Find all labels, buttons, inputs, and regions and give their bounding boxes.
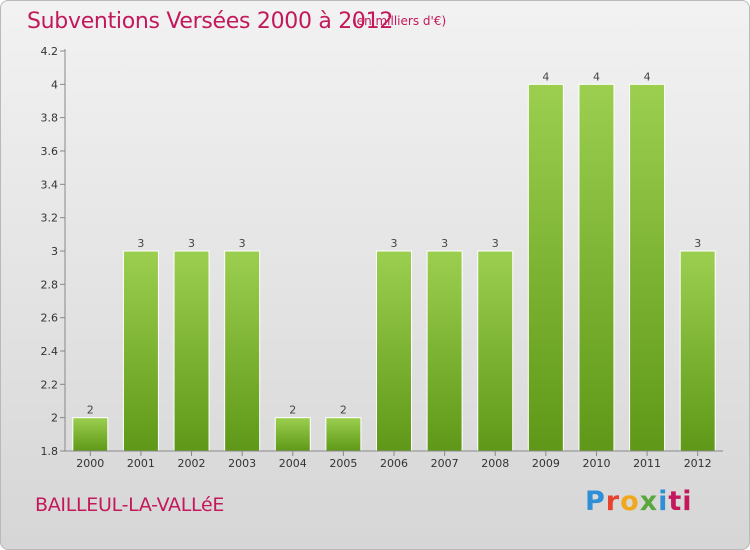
bar — [629, 83, 666, 452]
bar — [426, 250, 463, 452]
x-tick-label: 2000 — [76, 457, 104, 470]
bar-value-label: 3 — [239, 237, 246, 250]
chart-subtitle: (en milliers d'€) — [352, 14, 447, 28]
bar-value-label: 2 — [340, 404, 347, 417]
bar-value-label: 2 — [87, 404, 94, 417]
bar — [679, 250, 716, 452]
y-tick-label: 3.2 — [41, 212, 59, 225]
y-tick-label: 2 — [51, 412, 58, 425]
y-tick-label: 4.2 — [41, 45, 59, 58]
bar — [72, 417, 109, 452]
x-tick-label: 2004 — [279, 457, 307, 470]
bar — [274, 417, 311, 452]
y-tick-label: 2.8 — [41, 278, 59, 291]
y-tick-label: 3.6 — [41, 145, 59, 158]
y-tick-label: 1.8 — [41, 445, 59, 458]
bar — [122, 250, 159, 452]
bar-value-label: 3 — [694, 237, 701, 250]
logo-letter: x — [639, 486, 659, 517]
bar-value-label: 4 — [644, 70, 651, 83]
bar — [173, 250, 210, 452]
logo-letter: i — [658, 486, 669, 517]
x-tick-label: 2003 — [228, 457, 256, 470]
bar — [578, 83, 615, 452]
bar — [224, 250, 261, 452]
bar-value-label: 3 — [188, 237, 195, 250]
x-tick-label: 2007 — [431, 457, 459, 470]
bar — [527, 83, 564, 452]
x-tick-label: 2005 — [329, 457, 357, 470]
y-tick-label: 4 — [51, 78, 58, 91]
bar-value-label: 3 — [137, 237, 144, 250]
bar — [477, 250, 514, 452]
x-tick-label: 2006 — [380, 457, 408, 470]
logo-letter: ti — [668, 486, 693, 517]
bar-value-label: 2 — [289, 404, 296, 417]
x-tick-label: 2011 — [633, 457, 661, 470]
bar-value-label: 4 — [593, 70, 600, 83]
proxiti-logo: Proxiti — [585, 486, 693, 517]
x-tick-label: 2010 — [582, 457, 610, 470]
x-tick-label: 2009 — [532, 457, 560, 470]
y-tick-label: 3.8 — [41, 112, 59, 125]
y-tick-label: 3 — [51, 245, 58, 258]
chart-title: Subventions Versées 2000 à 2012 — [27, 9, 394, 34]
commune-name: BAILLEUL-LA-VALLéE — [35, 494, 225, 516]
logo-letter: r — [605, 486, 621, 517]
y-tick-label: 3.4 — [41, 178, 59, 191]
bar-value-label: 3 — [441, 237, 448, 250]
bar-value-label: 3 — [391, 237, 398, 250]
x-tick-label: 2002 — [178, 457, 206, 470]
bar-value-label: 3 — [492, 237, 499, 250]
bar — [325, 417, 362, 452]
x-tick-label: 2012 — [684, 457, 712, 470]
logo-letter: P — [585, 486, 606, 517]
y-tick-label: 2.2 — [41, 378, 59, 391]
x-tick-label: 2008 — [481, 457, 509, 470]
logo-letter: o — [620, 486, 640, 517]
y-tick-label: 2.4 — [41, 345, 59, 358]
bar — [376, 250, 412, 452]
x-tick-label: 2001 — [127, 457, 155, 470]
y-tick-label: 2.6 — [41, 312, 59, 325]
bar-value-label: 4 — [542, 70, 549, 83]
